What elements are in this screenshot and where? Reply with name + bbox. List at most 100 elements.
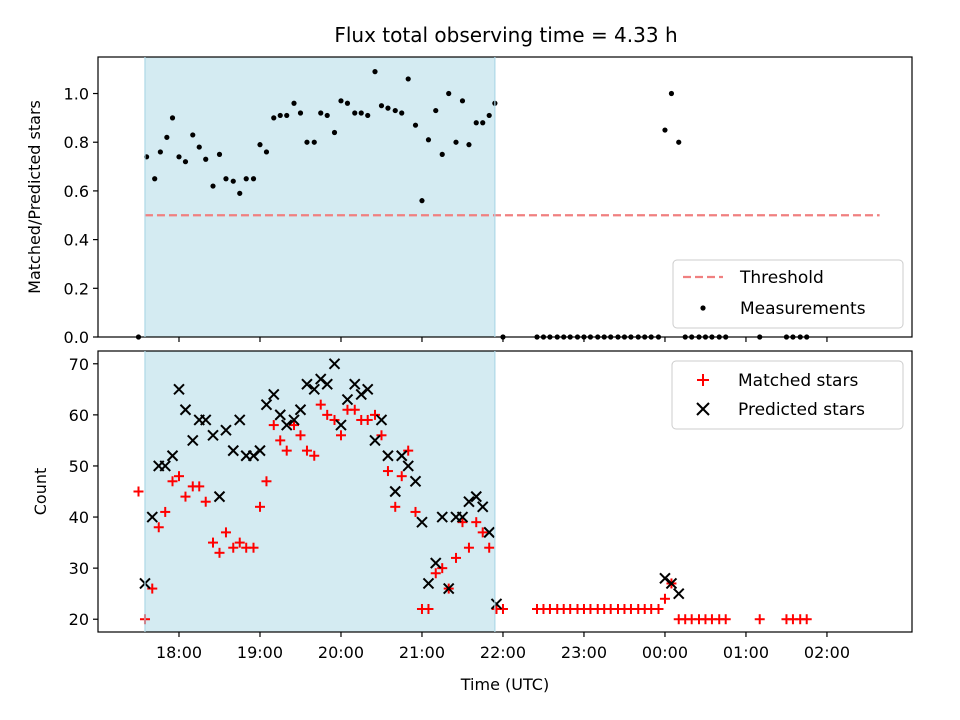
measurement-point [433, 107, 439, 114]
matched-star-point [396, 471, 407, 482]
predicted-star-point [207, 429, 219, 442]
matched-star-point [471, 517, 482, 528]
top-y-ticks: 0.0 0.2 0.4 0.6 0.8 1.0 [64, 85, 98, 347]
predicted-star-point [430, 557, 442, 569]
matched-star-point [254, 501, 265, 512]
chart-title: Flux total observing time = 4.33 h [334, 23, 677, 47]
predicted-star-point [422, 577, 435, 590]
matched-star-point [289, 420, 300, 431]
predicted-star-point [260, 398, 273, 411]
predicted-star-point [409, 475, 422, 487]
predicted-star-point [321, 378, 333, 390]
y-tick-label: 0.4 [64, 231, 89, 250]
y-tick-label: 0.2 [64, 279, 89, 298]
measurement-point [203, 156, 209, 162]
predicted-star-point [341, 393, 354, 406]
matched-star-point [720, 614, 731, 625]
measurement-point [385, 105, 391, 111]
predicted-star-point [490, 598, 503, 610]
measurement-point [196, 144, 202, 150]
predicted-star-point [665, 577, 678, 590]
y-tick-label: 0.8 [64, 133, 89, 152]
legend-box [671, 360, 904, 430]
matched-star-point [349, 404, 360, 415]
matched-star-point [153, 522, 164, 533]
matched-star-point [376, 430, 387, 441]
bottom-panel: 20 30 40 50 60 70 18:00 19:00 20:00 21:00 22:00 23… [31, 350, 913, 694]
matched-star-point [167, 476, 178, 487]
measurement-point [271, 115, 277, 121]
predicted-star-point [227, 444, 239, 457]
predicted-star-point [254, 444, 266, 457]
measurement-point [459, 98, 466, 104]
matched-star-point [423, 604, 434, 615]
measurement-point [182, 159, 189, 165]
predicted-star-point [375, 414, 388, 426]
matched-star-point [214, 547, 225, 558]
measurement-point [399, 110, 405, 116]
top-y-axis-label: Matched/Predicted stars [25, 100, 44, 294]
measurement-point [176, 154, 182, 160]
measurement-point [344, 100, 351, 106]
matched-star-point [335, 430, 346, 441]
predicted-star-point [416, 516, 428, 528]
predicted-star-point [402, 460, 414, 472]
matched-star-point [309, 450, 320, 461]
matched-star-point [390, 501, 401, 512]
x-tick-label: 00:00 [642, 643, 688, 662]
measurement-point [352, 110, 358, 116]
bottom-legend: Matched stars Predicted stars [671, 360, 904, 430]
bottom-y-axis-label: Count [31, 468, 50, 516]
matched-star-point [754, 614, 765, 625]
x-tick-label: 19:00 [237, 643, 283, 662]
measurement-point [169, 115, 176, 121]
x-tick-label: 21:00 [399, 643, 445, 662]
measurement-point [453, 139, 459, 145]
y-tick-label: 50 [69, 457, 89, 476]
predicted-star-point [200, 414, 212, 426]
measurement-point [668, 90, 675, 97]
predicted-star-point [443, 582, 455, 595]
measurement-point [243, 176, 249, 182]
measurement-point [304, 139, 310, 145]
y-tick-label: 60 [69, 406, 89, 425]
matched-star-point [329, 414, 340, 425]
matched-star-point [463, 542, 474, 553]
predicted-star-point [173, 383, 185, 396]
measurement-point [297, 110, 304, 116]
legend-label: Measurements [740, 299, 866, 319]
predicted-star-point [281, 419, 293, 431]
matched-star-point [281, 445, 292, 456]
predicted-star-point [335, 419, 347, 431]
predicted-star-point [328, 358, 341, 370]
matched-star-point [437, 563, 448, 574]
predicted-star-point [349, 378, 361, 390]
measurement-point [439, 151, 445, 157]
measurement-point [210, 183, 216, 189]
predicted-star-point [369, 434, 381, 447]
measurement-point [446, 90, 452, 97]
predicted-star-point [187, 434, 199, 447]
x-tick-label: 01:00 [723, 643, 769, 662]
matched-star-point [160, 506, 171, 517]
predicted-star-point [220, 424, 232, 436]
matched-star-point [315, 399, 326, 410]
predicted-star-point [294, 404, 307, 416]
count-points [133, 358, 812, 625]
matched-star-point [410, 506, 421, 517]
measurement-point [412, 122, 419, 128]
measurement-point [230, 178, 236, 184]
y-tick-label: 0.0 [64, 328, 89, 347]
predicted-star-point [308, 383, 320, 396]
predicted-star-point [463, 496, 475, 508]
matched-star-point [295, 430, 306, 441]
x-tick-label: 02:00 [804, 643, 850, 662]
predicted-star-point [362, 383, 374, 396]
x-axis-label: Time (UTC) [460, 675, 549, 694]
bottom-x-ticks: 18:00 19:00 20:00 21:00 22:00 23:00 00:00 01:00… [156, 632, 850, 662]
measurement-point [392, 107, 398, 114]
measurement-point [223, 176, 229, 182]
measurement-point [291, 100, 297, 106]
measurement-point [318, 110, 324, 116]
measurement-point [277, 112, 283, 119]
